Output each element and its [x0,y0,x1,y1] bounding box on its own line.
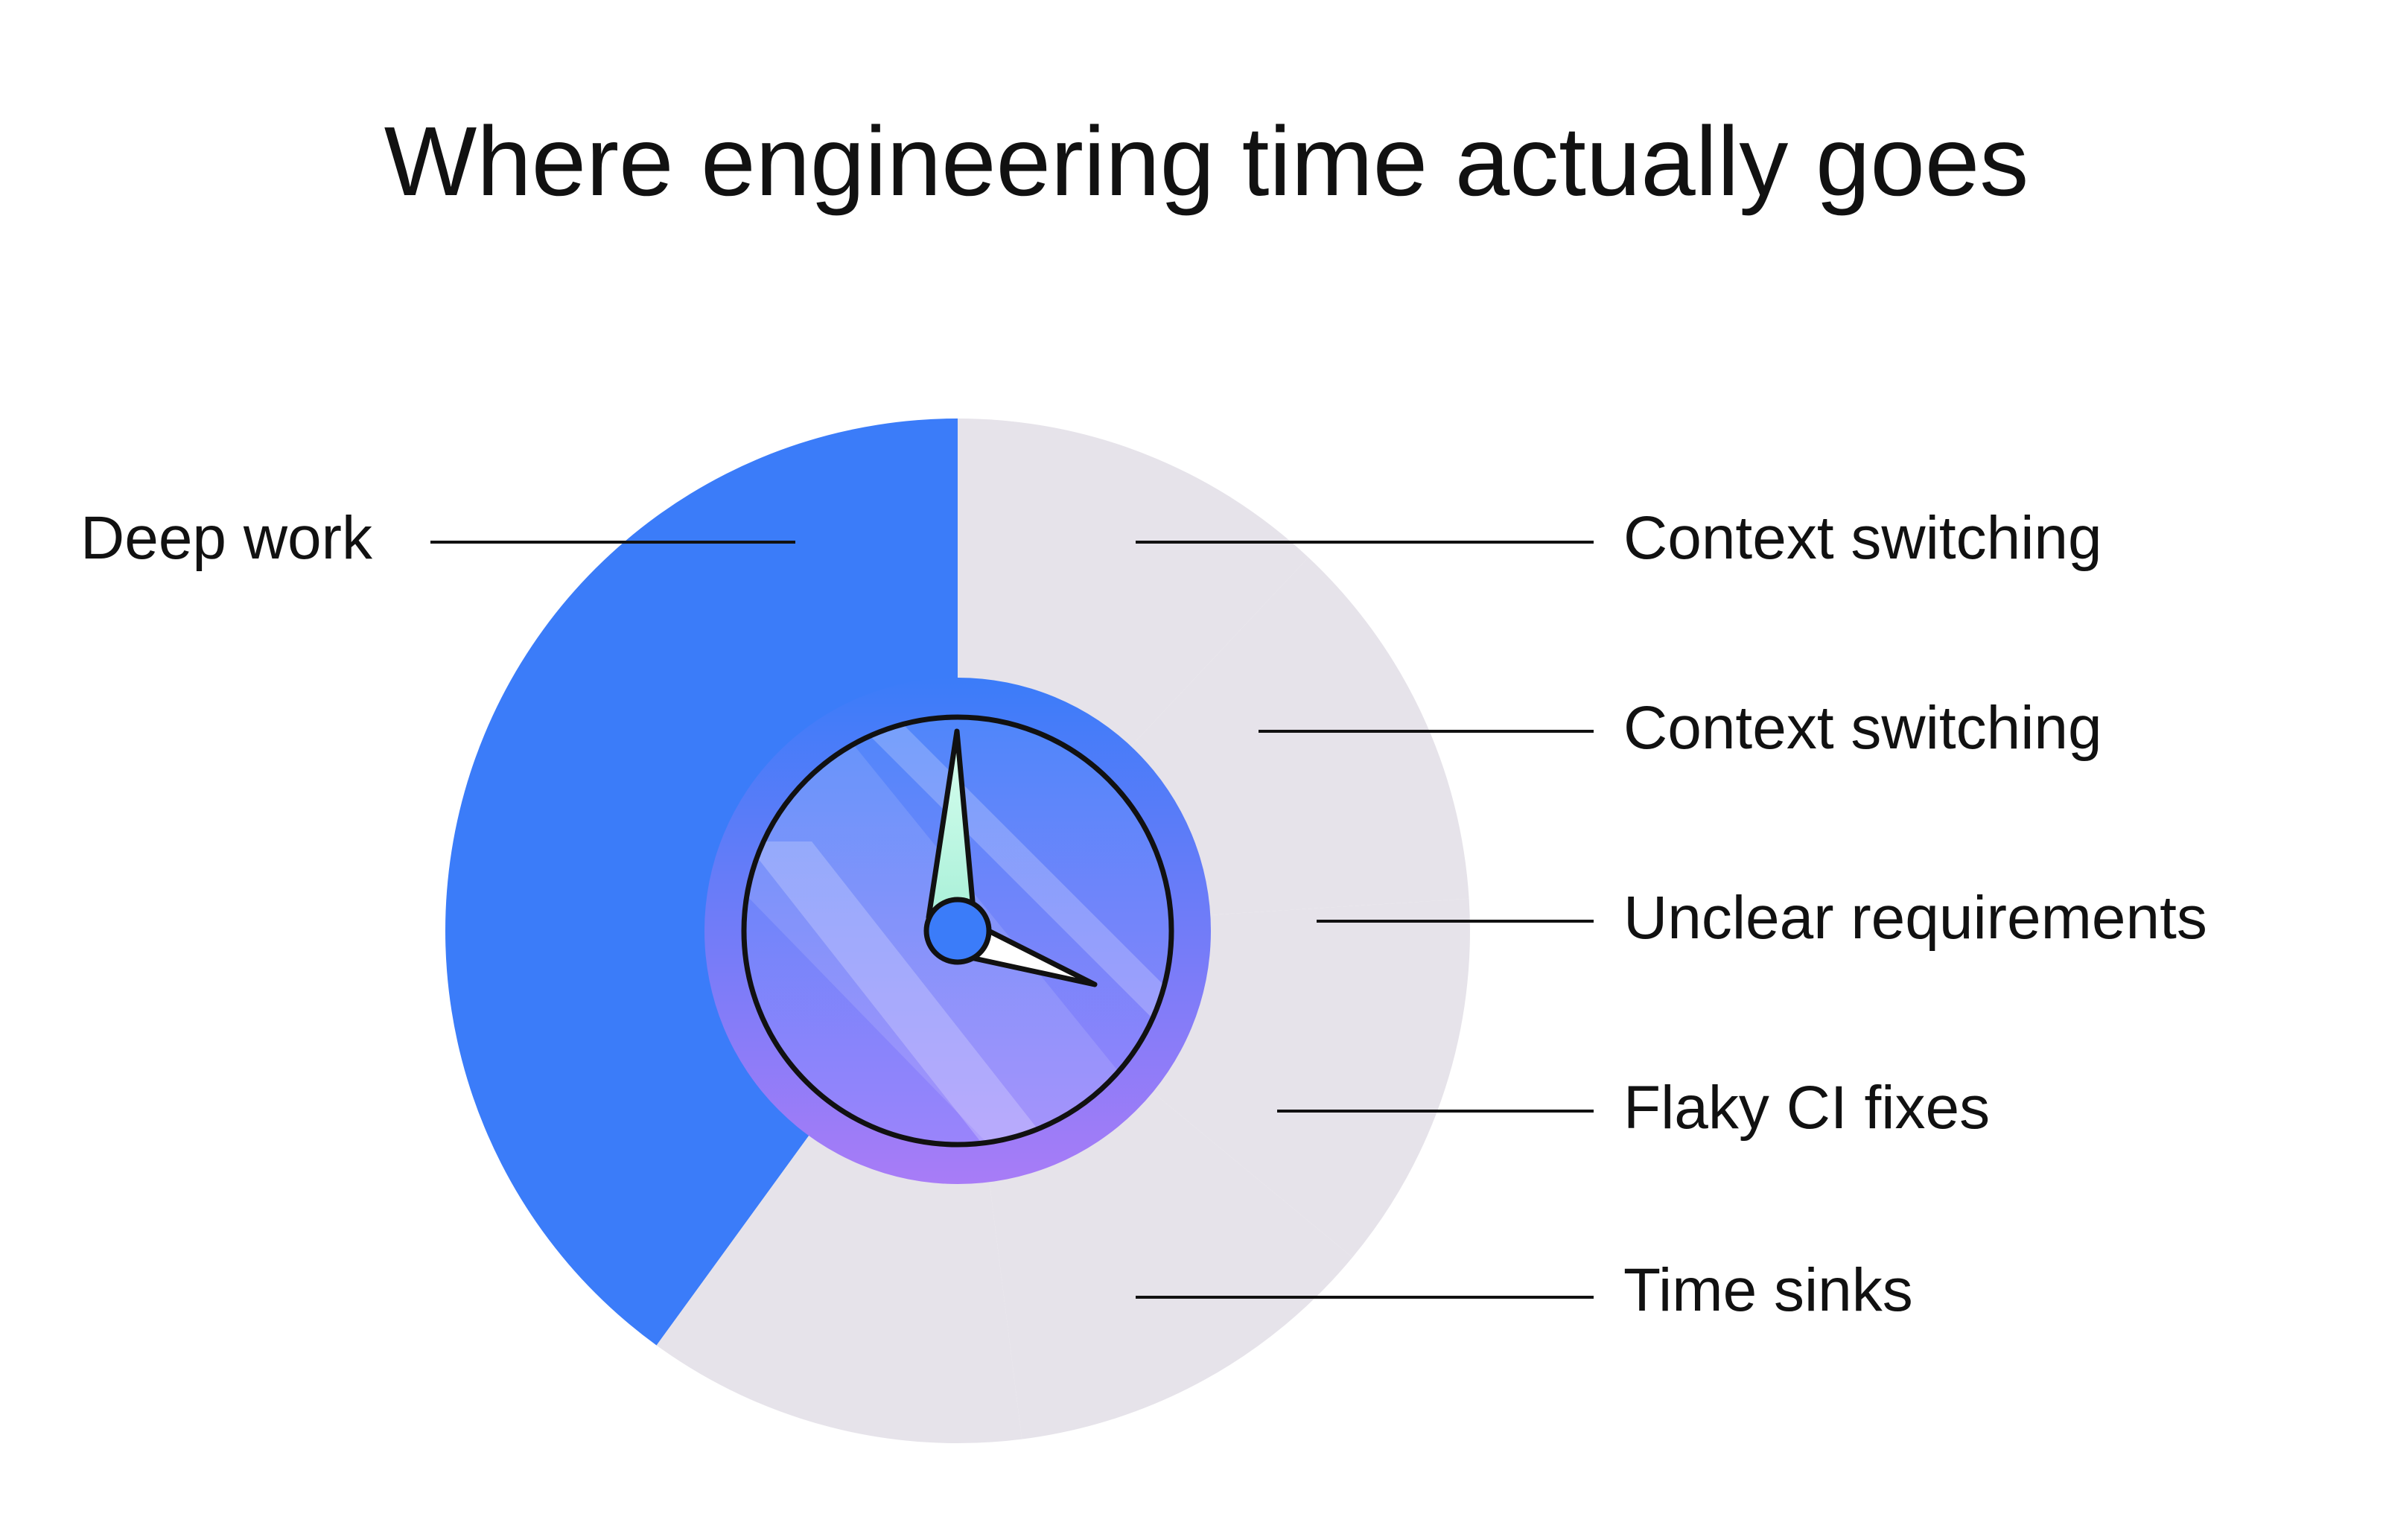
clock-rim [741,714,1174,1148]
clock-pivot [923,897,992,965]
chart-title: Where engineering time actually goes [384,106,2029,216]
slice-label: Deep work [80,504,373,572]
slice-label: Unclear requirements [1623,884,2207,952]
slice-label: Flaky CI fixes [1623,1074,1990,1142]
slice-label: Time sinks [1623,1256,1913,1324]
pie-slice [445,419,958,1346]
slice-label: Context switching [1623,694,2102,762]
slice-labels: Deep work Context switching Context switch… [80,504,2207,1324]
leader-lines [430,541,1594,1299]
slice-label: Context switching [1623,504,2102,572]
clock-icon [704,678,1211,1184]
